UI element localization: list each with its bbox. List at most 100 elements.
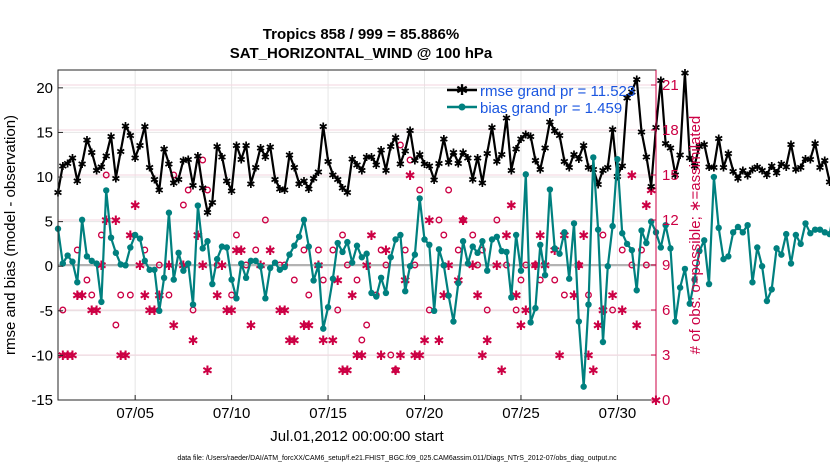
obs-possible-point bbox=[469, 231, 477, 239]
obs-assimilated-point: ✱ bbox=[491, 259, 502, 274]
obs-assimilated-point: ✱ bbox=[646, 184, 657, 199]
bias-point bbox=[363, 250, 370, 257]
rmse-point: ✱ bbox=[150, 173, 159, 186]
bias-point bbox=[426, 241, 433, 249]
bias-point bbox=[194, 202, 202, 209]
obs-assimilated-point: ✱ bbox=[352, 349, 363, 364]
bias-point bbox=[339, 248, 346, 256]
bias-point bbox=[493, 233, 501, 240]
obs-assimilated-point: ✱ bbox=[57, 349, 68, 364]
bias-point bbox=[238, 260, 245, 267]
bias-point bbox=[271, 259, 279, 266]
obs-assimilated-point: ✱ bbox=[168, 319, 179, 334]
bias-point bbox=[565, 275, 573, 282]
bias-point bbox=[88, 257, 95, 265]
rmse-point: ✱ bbox=[213, 140, 222, 153]
rmse-point: ✱ bbox=[184, 154, 193, 167]
rmse-point: ✱ bbox=[444, 156, 453, 169]
rmse-point: ✱ bbox=[632, 73, 641, 86]
rmse-point: ✱ bbox=[232, 139, 241, 152]
obs-assimilated-point: ✱ bbox=[332, 274, 343, 289]
obs-possible-point bbox=[609, 306, 617, 314]
obs-assimilated-point: ✱ bbox=[77, 289, 88, 304]
rmse-point: ✱ bbox=[270, 173, 279, 186]
obs-possible-point bbox=[474, 261, 482, 269]
rmse-point: ✱ bbox=[237, 154, 246, 167]
x-tick-label: 07/05 bbox=[116, 405, 154, 422]
rmse-point: ✱ bbox=[454, 157, 463, 170]
rmse-point: ✱ bbox=[584, 162, 593, 175]
obs-assimilated-point: ✱ bbox=[376, 349, 387, 364]
y2-tick-label: 18 bbox=[662, 122, 679, 139]
bias-point bbox=[127, 244, 134, 251]
bias-point bbox=[416, 195, 423, 202]
obs-possible-point bbox=[483, 306, 491, 314]
bias-point bbox=[430, 307, 438, 315]
obs-possible-point bbox=[618, 246, 626, 254]
bias-point bbox=[189, 301, 197, 308]
bias-point bbox=[146, 266, 153, 273]
bias-point bbox=[377, 274, 385, 282]
obs-possible-point bbox=[440, 231, 448, 239]
obs-assimilated-point: ✱ bbox=[588, 364, 599, 379]
rmse-point: ✱ bbox=[155, 184, 164, 197]
bias-point bbox=[792, 231, 800, 239]
bias-point bbox=[228, 276, 235, 283]
rmse-point: ✱ bbox=[280, 184, 289, 197]
rmse-point: ✱ bbox=[719, 162, 728, 175]
bias-point bbox=[643, 239, 650, 247]
rmse-point: ✱ bbox=[574, 153, 583, 166]
y-tick-label: 20 bbox=[36, 80, 53, 97]
rmse-point: ✱ bbox=[560, 155, 569, 168]
bias-point bbox=[204, 238, 211, 245]
bias-point bbox=[233, 295, 240, 302]
obs-assimilated-point: ✱ bbox=[467, 259, 478, 274]
obs-assimilated-point: ✱ bbox=[631, 319, 642, 334]
obs-assimilated-point: ✱ bbox=[135, 259, 146, 274]
bias-point bbox=[300, 216, 308, 224]
bias-point bbox=[373, 293, 380, 300]
bias-point bbox=[117, 261, 124, 268]
y-tick-label: 10 bbox=[36, 169, 53, 186]
obs-assimilated-point: ✱ bbox=[617, 304, 628, 319]
bias-point bbox=[479, 238, 486, 245]
bias-point bbox=[112, 249, 120, 257]
rmse-point: ✱ bbox=[131, 152, 140, 165]
bias-point bbox=[266, 264, 274, 272]
y2-tick-label: 6 bbox=[662, 302, 670, 319]
obs-assimilated-point: ✱ bbox=[236, 244, 247, 259]
rmse-point: ✱ bbox=[159, 143, 168, 156]
obs-assimilated-point: ✱ bbox=[284, 334, 295, 349]
bias-point bbox=[527, 319, 534, 326]
bias-point bbox=[348, 259, 356, 266]
obs-possible-point bbox=[435, 216, 443, 224]
obs-assimilated-point: ✱ bbox=[125, 229, 136, 244]
rmse-point: ✱ bbox=[753, 161, 762, 174]
obs-assimilated-point: ✱ bbox=[86, 304, 97, 319]
rmse-point: ✱ bbox=[492, 155, 501, 168]
bias-point bbox=[696, 247, 703, 255]
bias-point bbox=[445, 292, 452, 299]
rmse-point: ✱ bbox=[598, 164, 607, 177]
rmse-point: ✱ bbox=[777, 158, 786, 171]
rmse-point: ✱ bbox=[169, 177, 178, 190]
y2-tick-label: 15 bbox=[662, 167, 679, 184]
obs-assimilated-point: ✱ bbox=[578, 229, 589, 244]
rmse-point: ✱ bbox=[430, 174, 439, 187]
obs-assimilated-point: ✱ bbox=[482, 334, 493, 349]
obs-assimilated-point: ✱ bbox=[139, 289, 150, 304]
rmse-point: ✱ bbox=[299, 175, 308, 188]
rmse-point: ✱ bbox=[63, 157, 72, 170]
obs-assimilated-point: ✱ bbox=[626, 169, 637, 184]
y-tick-label: 0 bbox=[45, 258, 53, 275]
obs-assimilated-point: ✱ bbox=[62, 349, 73, 364]
bias-point bbox=[705, 280, 713, 288]
rmse-point: ✱ bbox=[695, 140, 704, 153]
rmse-point: ✱ bbox=[550, 125, 559, 138]
bias-point bbox=[537, 241, 544, 249]
rmse-point: ✱ bbox=[661, 138, 670, 151]
chart-title-line2: SAT_HORIZONTAL_WIND @ 100 hPa bbox=[230, 45, 493, 62]
bias-point bbox=[382, 289, 390, 297]
obs-assimilated-point: ✱ bbox=[144, 304, 155, 319]
bias-point bbox=[180, 267, 187, 274]
